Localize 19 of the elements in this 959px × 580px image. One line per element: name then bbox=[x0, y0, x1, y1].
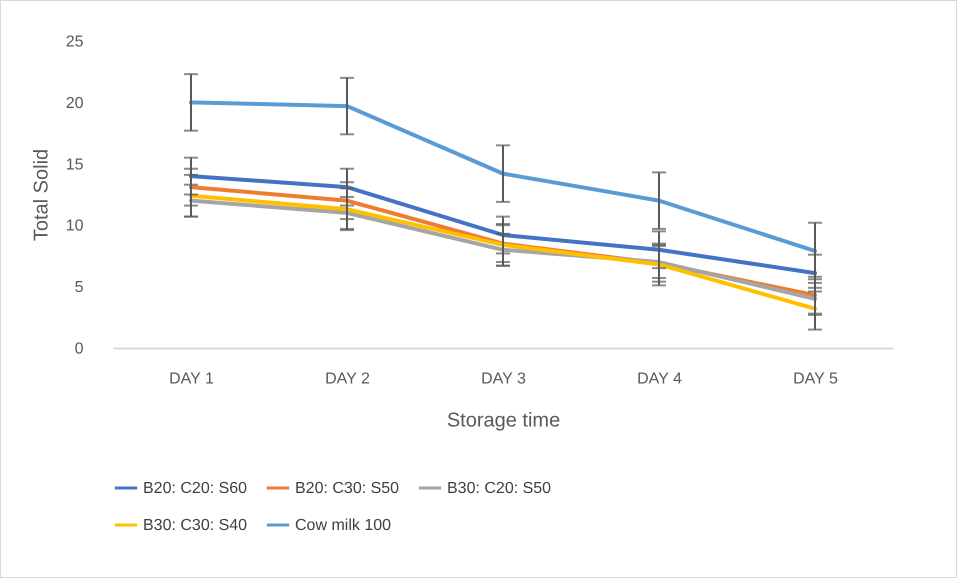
y-tick-label: 0 bbox=[74, 340, 84, 358]
x-tick-label: DAY 3 bbox=[481, 370, 526, 388]
legend-label: B30: C20: S50 bbox=[447, 480, 552, 497]
y-axis-title: Total Solid bbox=[30, 148, 53, 242]
y-tick-label: 15 bbox=[66, 156, 84, 174]
legend-label: B20: C20: S60 bbox=[143, 480, 248, 497]
legend-label: Cow milk 100 bbox=[295, 517, 392, 534]
legend-label: B30: C30: S40 bbox=[143, 517, 248, 534]
y-tick-label: 10 bbox=[66, 218, 84, 235]
x-tick-label: DAY 5 bbox=[793, 370, 838, 388]
x-tick-label: DAY 1 bbox=[169, 370, 214, 388]
y-tick-label: 20 bbox=[66, 94, 84, 112]
line-series bbox=[189, 100, 817, 253]
legend-label: B20: C30: S50 bbox=[295, 480, 400, 497]
x-tick-label: DAY 2 bbox=[325, 370, 370, 388]
x-tick-label: DAY 4 bbox=[637, 370, 682, 388]
y-tick-label: 5 bbox=[74, 279, 84, 296]
x-axis-title: Storage time bbox=[446, 410, 560, 432]
y-tick-label: 25 bbox=[66, 34, 84, 50]
